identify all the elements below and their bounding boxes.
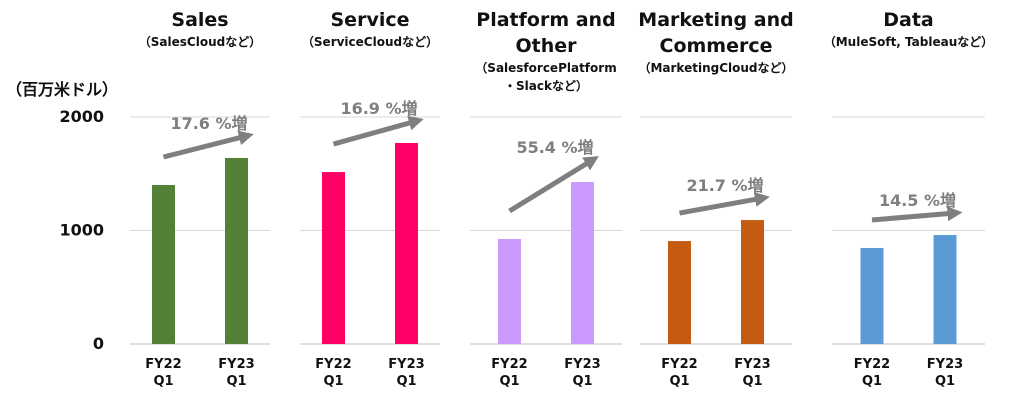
y-axis-label: （百万米ドル） [6, 80, 118, 99]
panel-title: Platform and Other [476, 9, 615, 57]
bar [933, 235, 957, 344]
x-tick-label: FY22 Q1 [145, 357, 181, 389]
panel-subtitle: （SalesforcePlatform ・Slackなど） [475, 60, 616, 93]
x-tick-label: FY23 Q1 [218, 357, 254, 389]
x-tick-label: FY23 Q1 [734, 357, 770, 389]
bar [741, 220, 764, 344]
panel-subtitle: （SalesCloudなど） [139, 34, 261, 49]
y-tick-label: 2000 [59, 107, 104, 126]
bar [225, 157, 248, 344]
panel-subtitle: （MarketingCloudなど） [638, 60, 793, 75]
x-tick-label: FY23 Q1 [927, 357, 963, 389]
bar [395, 142, 418, 344]
x-tick-label: FY22 Q1 [491, 357, 527, 389]
bar [571, 182, 594, 344]
y-tick-label: 0 [93, 334, 104, 353]
panel-title: Marketing and Commerce [638, 9, 793, 57]
bar [498, 239, 521, 344]
bar [152, 184, 175, 344]
panel-subtitle: （MuleSoft, Tableauなど） [824, 34, 994, 49]
growth-arrow [332, 115, 424, 147]
x-tick-label: FY22 Q1 [315, 357, 351, 389]
bar [860, 247, 884, 344]
bar [322, 172, 345, 344]
growth-arrow [679, 192, 770, 216]
growth-annotation: 17.6 %増 [170, 113, 247, 132]
x-tick-label: FY23 Q1 [564, 357, 600, 389]
panel-title: Data [883, 9, 934, 31]
growth-arrow [162, 130, 254, 160]
growth-arrow [871, 206, 963, 223]
y-tick-label: 1000 [59, 220, 104, 239]
panel-subtitle: （ServiceCloudなど） [302, 34, 438, 49]
growth-annotation: 14.5 %増 [879, 191, 956, 210]
bar [668, 241, 691, 344]
x-tick-label: FY22 Q1 [661, 357, 697, 389]
growth-arrow [508, 156, 599, 214]
panel-title: Service [331, 9, 410, 31]
panel-title: Sales [171, 9, 228, 31]
x-tick-label: FY22 Q1 [854, 357, 890, 389]
growth-annotation: 55.4 %増 [516, 138, 593, 157]
x-tick-label: FY23 Q1 [388, 357, 424, 389]
growth-annotation: 21.7 %増 [686, 176, 763, 195]
growth-annotation: 16.9 %増 [340, 98, 417, 117]
